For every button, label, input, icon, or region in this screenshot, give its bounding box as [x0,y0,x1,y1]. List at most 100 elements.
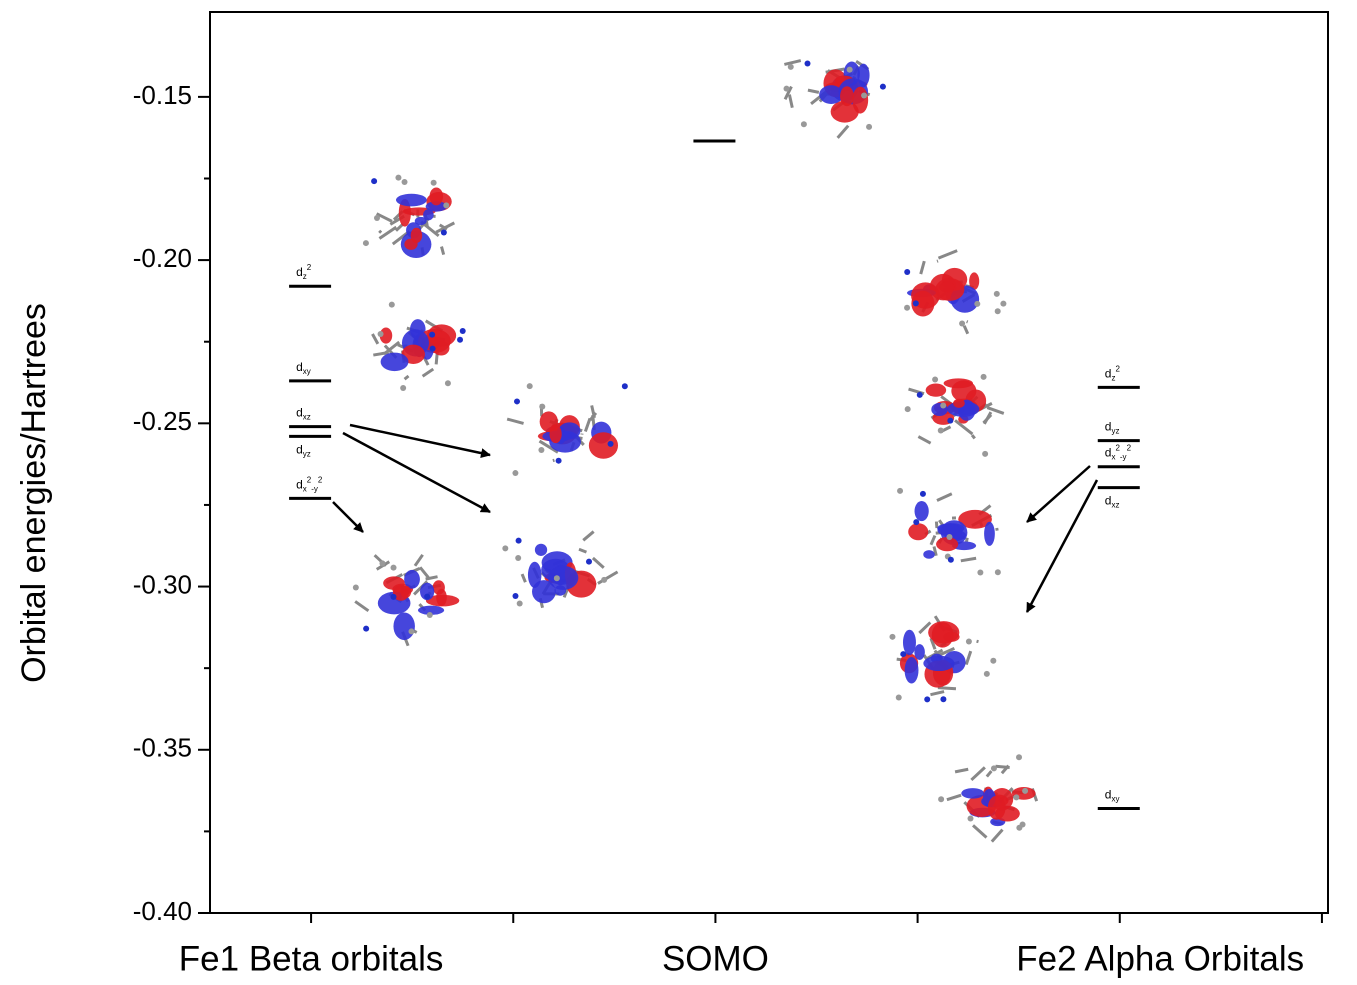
level-label-label: d [296,478,303,492]
atom [444,380,451,387]
lobe [987,795,1006,820]
atom [362,240,369,247]
arrow [349,423,491,459]
atom [379,560,386,567]
lobe [902,629,916,656]
arrow [1026,465,1091,523]
atom [787,63,794,70]
lobe [923,655,955,672]
bond [413,553,424,567]
atom [607,440,614,447]
lobe [852,86,869,114]
lobe [417,605,445,615]
atom [526,383,533,390]
x-axis-label: Fe1 Beta orbitals [179,939,444,978]
level-label-sup: 2 [1115,365,1120,374]
bond [371,333,380,345]
level-label: dxz [296,406,311,422]
lobe [961,788,985,799]
bond [438,223,448,231]
bond [938,646,955,657]
level-label: dxz [1105,494,1120,510]
atom [371,178,378,185]
x-axis-label: SOMO [662,939,769,978]
bond [807,88,820,94]
bond [783,85,793,101]
atom [1013,794,1020,801]
y-tick-label: -0.40 [133,896,192,926]
bond [917,435,932,445]
atom [363,625,370,632]
atom [904,269,911,276]
bond [418,566,430,579]
atom [373,215,380,222]
atom [990,765,997,772]
x-axis-label: Fe2 Alpha Orbitals [1016,939,1304,978]
bond [918,621,932,635]
molecule-image [783,59,886,139]
atom [1016,754,1023,761]
atom [555,457,562,464]
atom [904,304,911,311]
level-label: dyz [1105,420,1120,436]
atom [965,638,972,645]
y-tick-label: -0.25 [133,406,192,436]
bond [836,124,850,139]
y-tick-label: -0.20 [133,243,192,273]
atom [513,398,520,405]
y-tick-label: -0.30 [133,569,192,599]
atom [980,373,987,380]
bond [954,419,974,436]
level-label-label: d [1105,420,1112,434]
level-label-sup: 2 [307,263,312,272]
atom [1022,787,1029,794]
atom [946,534,953,541]
lobe [939,282,955,293]
level-label-label: d [1105,494,1112,508]
atom [940,402,947,409]
bond [440,246,446,255]
atom [1019,821,1026,828]
lobe [425,201,447,212]
arrow [1025,479,1099,613]
atom [443,202,450,209]
lobe [958,509,992,529]
level-label-label: d [296,406,303,420]
lobe [549,424,562,444]
lobe [527,561,542,588]
lobe [943,631,960,642]
bond [983,411,993,425]
atom [429,345,436,352]
bond [919,260,926,275]
atom [408,628,415,635]
atom [516,600,523,607]
lobe [379,327,393,344]
atom [515,537,522,544]
level-label-sub: xy [303,367,311,376]
level-label-sub: yz [303,449,311,458]
bond [378,225,398,240]
atom [426,612,433,619]
lobe [429,187,444,206]
level-label: dxy [1105,788,1120,804]
lobe [395,193,427,207]
arrows [332,423,1099,613]
level-label-label: d [1105,446,1112,460]
level-label: dyz [296,443,311,459]
level-label-sub2: -y [1120,453,1127,462]
lobe [925,383,947,397]
lobe [588,432,619,459]
level-label-sub: x [1111,453,1115,462]
lobe [984,521,995,546]
molecule-image [502,530,619,609]
atom [889,633,896,640]
bond [589,411,598,422]
bond [403,374,410,381]
molecule-image [889,615,997,703]
level-label-sup: 2 [1115,444,1120,453]
lobe [819,85,844,104]
lobe [953,398,965,408]
lobe [548,565,579,590]
atom [937,427,944,434]
y-tick-label: -0.15 [133,80,192,110]
